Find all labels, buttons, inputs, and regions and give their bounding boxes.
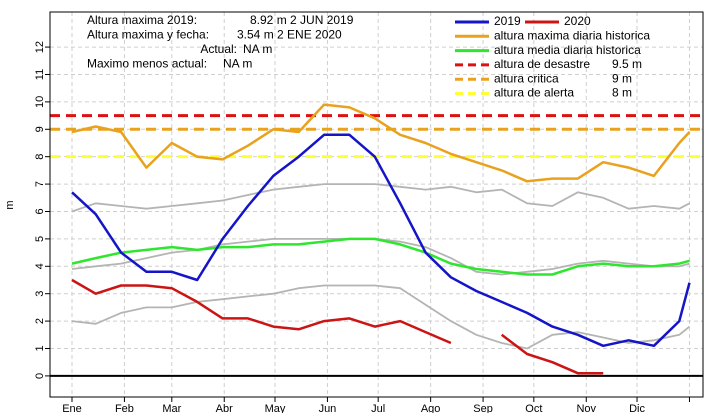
y-tick-label: 11 (34, 69, 46, 80)
annotation-label: Maximo menos actual: (87, 57, 207, 71)
legend-label: 2019 (494, 14, 521, 28)
x-tick-label: Sep (473, 403, 493, 413)
y-tick-label: 1 (34, 345, 46, 351)
y-axis-label: m (4, 200, 16, 209)
legend-label: 2020 (564, 14, 591, 28)
series-line (71, 278, 452, 345)
y-tick-label: 3 (34, 291, 46, 297)
x-tick-label: Jun (319, 403, 337, 413)
plot-frame (49, 11, 704, 398)
y-tick-label: 6 (34, 208, 46, 214)
legend-value: 8 m (612, 86, 632, 100)
x-tick-label: Nov (576, 403, 596, 413)
annotation-label: Altura maxima y fecha: (87, 28, 209, 42)
series-line (500, 333, 604, 375)
x-tick-label: Abr (216, 403, 233, 413)
legend-label: altura de desastre (494, 57, 590, 71)
x-tick-label: Jul (371, 403, 385, 413)
x-tick-label: Oct (525, 403, 542, 413)
x-tick-label: May (265, 403, 286, 413)
series-line (71, 183, 690, 213)
series-line (71, 284, 691, 350)
annotation-value: 3.54 m 2 ENE 2020 (237, 28, 342, 42)
annotation-value: NA m (223, 57, 252, 71)
series-line (71, 133, 691, 348)
y-tick-label: 0 (34, 373, 46, 379)
annotation-label: Altura maxima 2019: (87, 13, 197, 27)
y-tick-label: 5 (34, 236, 46, 242)
y-tick-label: 10 (34, 96, 46, 108)
y-tick-label: 4 (34, 263, 46, 269)
legend-label: altura maxima diaria historica (494, 28, 650, 42)
legend-value: 9 m (612, 71, 632, 85)
annotation-value: NA m (243, 42, 272, 56)
legend-label: altura critica (494, 71, 559, 85)
y-tick-label: 9 (34, 126, 46, 132)
legend-label: altura media diaria historica (494, 43, 641, 57)
x-tick-label: Mar (162, 403, 181, 413)
series-line (71, 237, 690, 276)
x-tick-label: Feb (115, 403, 134, 413)
annotation-value: 8.92 m 2 JUN 2019 (250, 13, 354, 27)
x-tick-label: Dic (629, 403, 645, 413)
legend-label: altura de alerta (494, 86, 574, 100)
x-tick-label: Ago (421, 403, 441, 413)
y-tick-label: 2 (34, 318, 46, 324)
y-tick-label: 8 (34, 154, 46, 160)
annotation-label: Actual: (200, 42, 237, 56)
y-tick-label: 12 (34, 41, 46, 53)
x-tick-label: Ene (62, 403, 82, 413)
y-tick-label: 7 (34, 181, 46, 187)
legend-value: 9.5 m (612, 57, 642, 71)
series-line (71, 238, 690, 276)
series-line (71, 103, 691, 183)
